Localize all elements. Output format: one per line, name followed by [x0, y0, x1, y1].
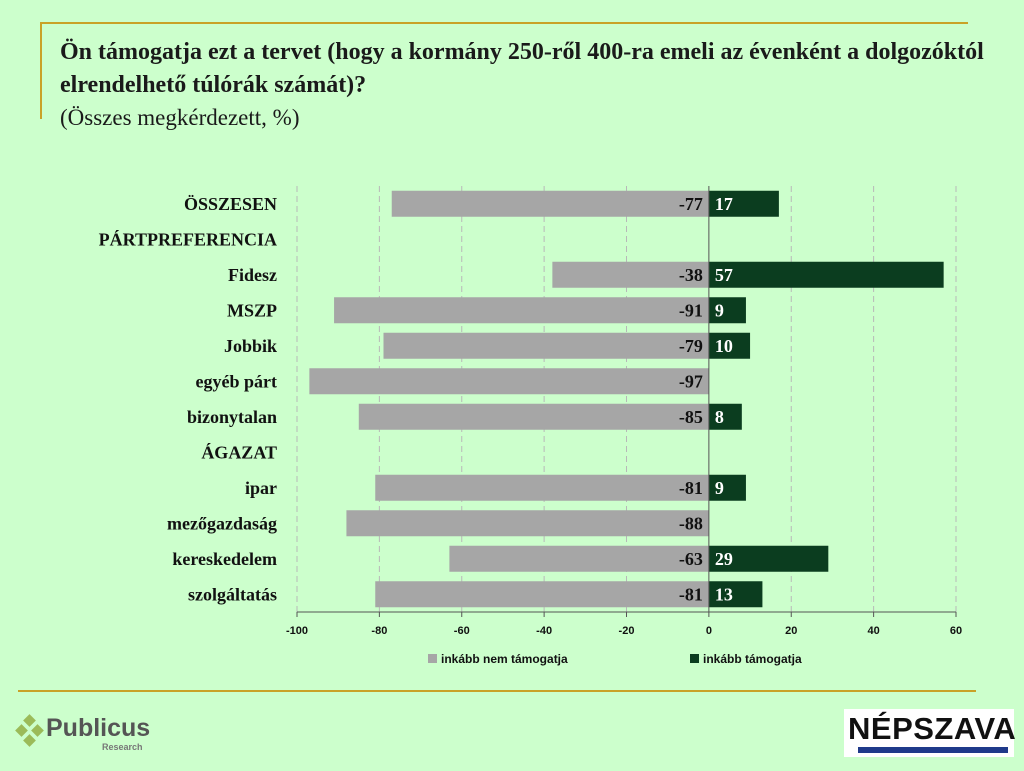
publicus-subtitle: Research [102, 742, 143, 752]
nepszava-name: NÉPSZAVA [848, 711, 1017, 746]
category-label: MSZP [227, 300, 277, 320]
bar-support [708, 545, 829, 572]
x-tick-label: -80 [371, 625, 387, 637]
bar-chart: ÖSSZESEN -77 17 PÁRTPREFERENCIA Fidesz -38 57 M… [99, 186, 962, 666]
category-label: bizonytalan [187, 407, 277, 427]
x-tick-label: 0 [706, 625, 712, 637]
data-label: 57 [715, 265, 733, 285]
bar-not-support [375, 474, 709, 501]
x-tick-label: -20 [619, 625, 635, 637]
category-label: ipar [245, 478, 277, 498]
nepszava-logo: NÉPSZAVA [844, 709, 1017, 757]
category-label: szolgáltatás [188, 584, 277, 604]
data-label: 9 [715, 300, 724, 320]
bar-not-support [383, 332, 709, 359]
x-tick-label: 40 [868, 625, 880, 637]
bar-not-support [375, 581, 709, 608]
chart-subtitle: (Összes megkérdezett, %) [60, 105, 300, 130]
legend-label: inkább nem támogatja [441, 652, 568, 666]
data-label: -81 [679, 478, 703, 498]
x-tick-label: -100 [286, 625, 308, 637]
data-label: -91 [679, 300, 703, 320]
x-tick-label: -60 [454, 625, 470, 637]
legend-label: inkább támogatja [703, 652, 802, 666]
bar-not-support [552, 261, 709, 288]
data-label: 9 [715, 478, 724, 498]
data-label: 10 [715, 336, 733, 356]
bar-not-support [309, 368, 709, 395]
data-label: 13 [715, 584, 733, 604]
bar-support [708, 581, 763, 608]
legend-swatch-support [690, 654, 699, 663]
category-label: Jobbik [224, 336, 277, 356]
bar-not-support [346, 510, 709, 537]
bar-not-support [358, 403, 709, 430]
data-label: -97 [679, 371, 703, 391]
bar-not-support [334, 297, 709, 324]
x-tick-label: 20 [785, 625, 797, 637]
bar-support [708, 403, 742, 430]
data-label: 17 [715, 194, 733, 214]
data-label: -63 [679, 549, 703, 569]
category-label: ÁGAZAT [201, 441, 277, 462]
data-label: -81 [679, 584, 703, 604]
bar-support [708, 297, 746, 324]
bar-support [708, 261, 944, 288]
category-label: egyéb párt [196, 371, 277, 391]
publicus-diamond-icon [15, 714, 44, 747]
category-label: mezőgazdaság [167, 513, 277, 533]
bar-support [708, 332, 751, 359]
data-label: -88 [679, 513, 703, 533]
bar-not-support [449, 545, 709, 572]
category-label: Fidesz [228, 265, 277, 285]
x-tick-label: 60 [950, 625, 962, 637]
publicus-name: Publicus [46, 714, 151, 742]
category-label: kereskedelem [172, 549, 277, 569]
category-label: PÁRTPREFERENCIA [99, 228, 277, 249]
bottom-rule [18, 690, 976, 692]
x-tick-label: -40 [536, 625, 552, 637]
bar-not-support [391, 190, 709, 217]
chart-title: Ön támogatja ezt a tervet (hogy a kormán… [60, 39, 984, 98]
data-label: -85 [679, 407, 703, 427]
data-label: 8 [715, 407, 724, 427]
left-rule [40, 22, 42, 119]
nepszava-underline [858, 747, 1008, 753]
category-label: ÖSSZESEN [184, 194, 277, 214]
data-label: -77 [679, 194, 703, 214]
data-label: -38 [679, 265, 703, 285]
legend-swatch-not-support [428, 654, 437, 663]
bar-support [708, 474, 746, 501]
top-rule [40, 22, 968, 24]
data-label: 29 [715, 549, 733, 569]
bar-support [708, 190, 779, 217]
data-label: -79 [679, 336, 703, 356]
publicus-logo: Publicus Research [14, 712, 154, 756]
